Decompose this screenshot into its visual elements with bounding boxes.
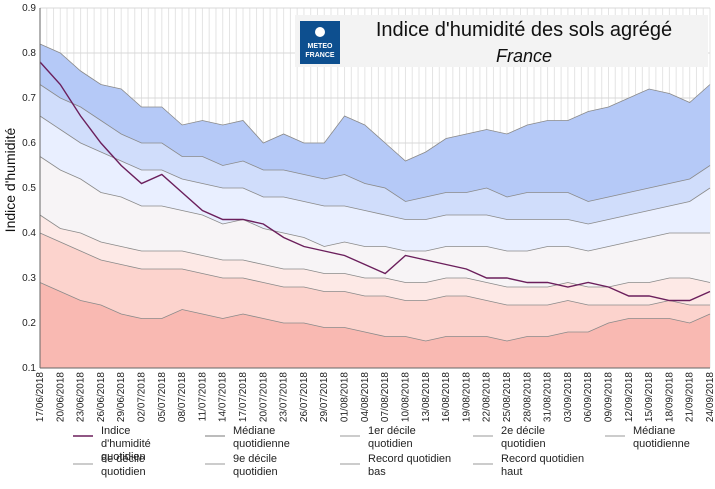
x-tick-label: 11/07/2018: [197, 372, 208, 422]
x-tick-label: 09/09/2018: [603, 372, 614, 422]
legend-label: Record quotidien haut: [501, 453, 584, 478]
x-tick-label: 17/07/2018: [238, 372, 249, 422]
legend-label: 2e décile quotidien: [501, 425, 546, 450]
border-record-quotidien-haut: [39, 43, 711, 162]
x-tick-label: 07/08/2018: [380, 372, 391, 422]
y-tick-label: 0.6: [22, 138, 36, 149]
x-tick-label: 05/07/2018: [157, 372, 168, 422]
band-record-quotidien-bas: [40, 282, 710, 368]
border-8e-d-cile-quotidien: [39, 115, 711, 225]
title-background: [295, 15, 708, 67]
main-series: [39, 61, 711, 302]
border-9e-d-cile-quotidien: [39, 84, 711, 202]
border-2e-d-cile-quotidien: [39, 214, 711, 288]
x-tick-label: 16/08/2018: [441, 372, 452, 422]
legend: Indice d'humidité quotidien Médiane quotidie…: [73, 425, 690, 478]
x-tick-label: 20/07/2018: [258, 372, 269, 422]
y-tick-label: 0.1: [22, 363, 36, 374]
border-1er-d-cile-quotidien: [39, 232, 710, 306]
logo-text-line2: FRANCE: [305, 52, 334, 59]
x-tick-label: 28/08/2018: [522, 372, 533, 422]
x-tick-label: 26/06/2018: [96, 372, 107, 422]
y-tick-label: 0.8: [22, 48, 36, 59]
x-tick-label: 22/08/2018: [482, 372, 493, 422]
x-tick-label: 19/08/2018: [461, 372, 472, 422]
legend-label: 9e décile quotidien: [233, 453, 278, 478]
x-tick-label: 21/09/2018: [685, 372, 696, 422]
series-line-indice-humidite: [39, 61, 711, 302]
y-tick-label: 0.2: [22, 318, 36, 329]
border-m-diane-quotidienne: [39, 156, 710, 252]
x-tick-labels: 17/06/2018 20/06/2018 23/06/2018 26/06/2018…: [35, 372, 715, 422]
legend-label: 1er décile quotidien: [368, 425, 416, 450]
x-tick-label: 04/08/2018: [360, 372, 371, 422]
x-tick-label: 14/07/2018: [218, 372, 229, 422]
legend-label: Indice d'humidité quotidien: [101, 425, 151, 463]
y-tick-label: 0.4: [22, 228, 36, 239]
x-tick-label: 01/08/2018: [340, 372, 351, 422]
x-tick-label: 20/06/2018: [55, 372, 66, 422]
chart-title: Indice d'humidité des sols agrégé: [376, 19, 672, 41]
chart-subtitle: France: [496, 46, 552, 66]
x-tick-label: 18/09/2018: [664, 372, 675, 422]
border-record-quotidien-bas: [39, 282, 711, 342]
y-axis-label: Indice d'humidité: [2, 127, 18, 232]
x-tick-label: 15/09/2018: [644, 372, 655, 422]
legend-label: Médiane quotidienne: [633, 425, 690, 450]
legend-label: Record quotidien bas: [368, 453, 451, 478]
y-tick-label: 0.5: [22, 183, 36, 194]
x-tick-label: 23/06/2018: [76, 372, 87, 422]
x-tick-label: 29/07/2018: [319, 372, 330, 422]
x-tick-label: 10/08/2018: [400, 372, 411, 422]
x-tick-label: 29/06/2018: [116, 372, 127, 422]
x-tick-label: 02/07/2018: [137, 372, 148, 422]
x-tick-label: 06/09/2018: [583, 372, 594, 422]
x-tick-label: 13/08/2018: [421, 372, 432, 422]
x-tick-label: 24/09/2018: [705, 372, 715, 422]
x-tick-label: 17/06/2018: [35, 372, 46, 422]
x-tick-label: 26/07/2018: [299, 372, 310, 422]
legend-label: 8e décile quotidien: [101, 453, 146, 478]
x-tick-label: 23/07/2018: [279, 372, 290, 422]
legend-label: Médiane quotidienne: [233, 425, 290, 450]
logo-text-line1: METEO: [308, 43, 333, 50]
logo-emblem-icon: [315, 27, 325, 37]
y-tick-label: 0.3: [22, 273, 36, 284]
axes: [39, 8, 710, 369]
title-box: METEO FRANCE Indice d'humidité des sols …: [295, 15, 708, 67]
y-tick-label: 0.9: [22, 3, 36, 14]
x-tick-label: 08/07/2018: [177, 372, 188, 422]
x-tick-label: 12/09/2018: [624, 372, 635, 422]
x-tick-label: 31/08/2018: [543, 372, 554, 422]
y-tick-labels: 0.1 0.2 0.3 0.4 0.5 0.6 0.7 0.8 0.9: [22, 3, 36, 374]
y-tick-label: 0.7: [22, 93, 36, 104]
x-tick-label: 25/08/2018: [502, 372, 513, 422]
band-borders: [39, 43, 711, 342]
x-tick-label: 03/09/2018: [563, 372, 574, 422]
